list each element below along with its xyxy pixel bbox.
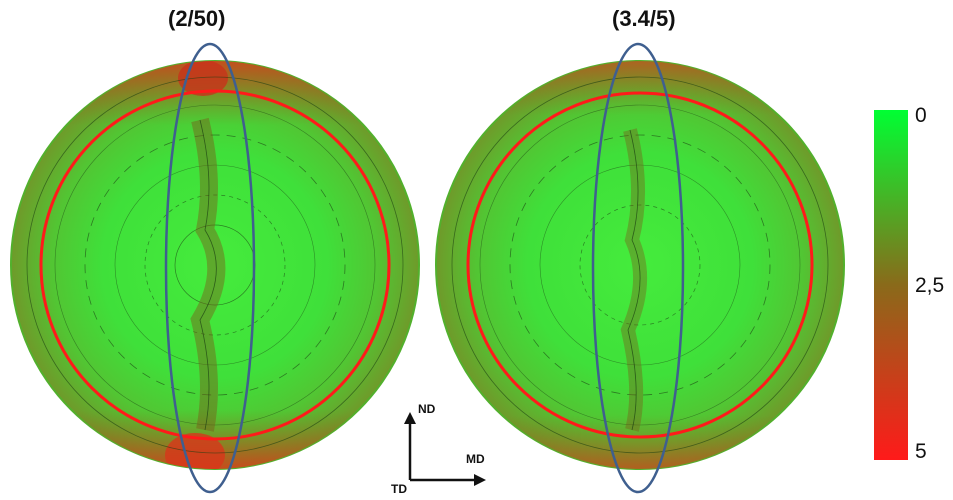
panel-title-right: (3.4/5) [612, 6, 676, 31]
axis-label-nd: ND [418, 402, 436, 416]
hot-zone-top-right [495, 61, 785, 115]
colorbar [874, 110, 908, 460]
colorbar-tick-0: 0 [915, 104, 927, 127]
stress-map-left [10, 42, 420, 494]
blue-ellipse-right [591, 42, 685, 494]
red-ring-left [39, 89, 391, 441]
colorbar-tick-2: 5 [915, 440, 927, 463]
stress-map-right [435, 42, 845, 494]
colorbar-tick-1: 2,5 [915, 274, 945, 297]
axis-triad [404, 412, 486, 486]
red-ring-right [466, 91, 814, 439]
panel-title-left: (2/50) [168, 6, 226, 31]
blue-ellipse-left [164, 42, 256, 494]
axis-label-md: MD [466, 452, 485, 466]
axis-label-td: TD [391, 482, 407, 496]
